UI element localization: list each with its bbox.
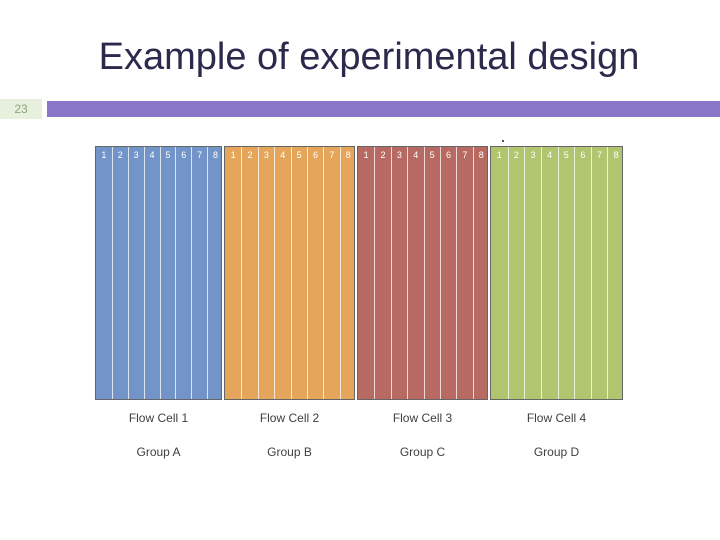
lane-number: 7 — [597, 150, 603, 160]
lane: 7 — [191, 147, 207, 399]
lane: 7 — [590, 147, 608, 399]
lane: 2 — [111, 147, 128, 399]
lane: 5 — [423, 147, 440, 399]
lane: 8 — [207, 147, 223, 399]
lane-number: 5 — [563, 150, 569, 160]
lane: 2 — [241, 147, 257, 399]
lane: 3 — [524, 147, 541, 399]
lane-number: 1 — [101, 150, 107, 160]
lane: 7 — [323, 147, 339, 399]
lane: 4 — [143, 147, 160, 399]
lane: 1 — [358, 147, 374, 399]
lane: 6 — [439, 147, 456, 399]
group-label: Group B — [267, 445, 312, 459]
lane-number: 6 — [313, 150, 319, 160]
lane-number: 2 — [380, 150, 386, 160]
lane: 8 — [339, 147, 356, 399]
lane: 2 — [374, 147, 390, 399]
lane-number: 4 — [413, 150, 419, 160]
group-label: Group C — [399, 445, 446, 459]
lane-number: 2 — [513, 150, 519, 160]
flow-cell-label: Flow Cell 3 — [392, 411, 453, 425]
lane: 1 — [225, 147, 241, 399]
lane: 7 — [456, 147, 472, 399]
slide-title: Example of experimental design — [98, 36, 640, 78]
lane-number: 1 — [363, 150, 369, 160]
lane-number: 8 — [613, 150, 619, 160]
lane: 4 — [540, 147, 558, 399]
lane: 5 — [159, 147, 176, 399]
lane-number: 7 — [197, 150, 203, 160]
lane-number: 3 — [133, 150, 139, 160]
lane-number: 4 — [149, 150, 155, 160]
lane: 4 — [274, 147, 290, 399]
lane: 3 — [127, 147, 144, 399]
lane-number: 6 — [181, 150, 187, 160]
lane: 1 — [491, 147, 508, 399]
lane-number: 7 — [329, 150, 335, 160]
lane: 1 — [96, 147, 112, 399]
lane-number: 8 — [213, 150, 219, 160]
lane: 6 — [306, 147, 323, 399]
lane: 5 — [557, 147, 575, 399]
lane-number: 3 — [263, 150, 269, 160]
group-label: Group A — [136, 445, 181, 459]
lane: 4 — [407, 147, 423, 399]
lane-number: 3 — [396, 150, 402, 160]
lane: 8 — [607, 147, 624, 399]
lane-number: 7 — [462, 150, 468, 160]
flow-cell-label: Flow Cell 1 — [128, 411, 189, 425]
lane: 3 — [390, 147, 407, 399]
lane-number: 6 — [580, 150, 586, 160]
lane: 3 — [257, 147, 274, 399]
lane: 2 — [507, 147, 525, 399]
lane: 6 — [574, 147, 591, 399]
lane: 5 — [290, 147, 307, 399]
lane-number: 2 — [247, 150, 253, 160]
lane-number: 2 — [117, 150, 123, 160]
lane-number: 8 — [478, 150, 484, 160]
lane-number: 1 — [496, 150, 502, 160]
lane: 8 — [472, 147, 489, 399]
lane-number: 1 — [230, 150, 236, 160]
lane-number: 8 — [345, 150, 351, 160]
header-bar — [47, 101, 720, 117]
slide-number: 23 — [0, 99, 42, 119]
group-label: Group D — [533, 445, 580, 459]
lane-number: 3 — [530, 150, 536, 160]
lane: 6 — [175, 147, 191, 399]
lane-number: 4 — [547, 150, 553, 160]
lane-number: 5 — [296, 150, 302, 160]
lane-number: 6 — [446, 150, 452, 160]
lane-number: 5 — [429, 150, 435, 160]
lane-number: 4 — [280, 150, 286, 160]
flow-cell-label: Flow Cell 4 — [526, 411, 587, 425]
marker-dot — [502, 140, 504, 142]
flow-cell-label: Flow Cell 2 — [259, 411, 320, 425]
lane-number: 5 — [165, 150, 171, 160]
